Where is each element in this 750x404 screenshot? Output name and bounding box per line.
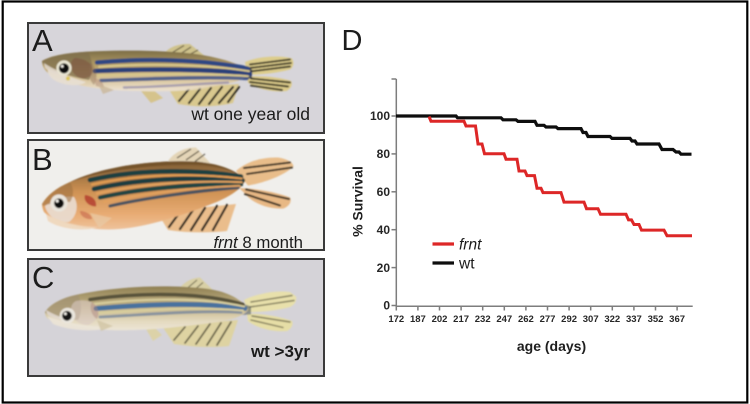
svg-text:217: 217 xyxy=(453,314,469,325)
svg-text:age (days): age (days) xyxy=(517,338,586,354)
svg-text:337: 337 xyxy=(626,314,642,325)
svg-text:352: 352 xyxy=(648,314,664,325)
svg-text:307: 307 xyxy=(583,314,599,325)
svg-text:277: 277 xyxy=(540,314,556,325)
svg-text:wt: wt xyxy=(458,256,475,273)
svg-text:wt one year old: wt one year old xyxy=(190,104,310,124)
svg-text:40: 40 xyxy=(377,223,391,237)
svg-text:C: C xyxy=(32,260,54,295)
svg-text:187: 187 xyxy=(410,314,426,325)
svg-text:20: 20 xyxy=(377,261,391,275)
svg-text:frnt 8 month: frnt 8 month xyxy=(213,233,303,252)
svg-text:wt >3yr: wt >3yr xyxy=(250,342,310,361)
svg-text:262: 262 xyxy=(518,314,534,325)
svg-text:202: 202 xyxy=(432,314,448,325)
svg-text:D: D xyxy=(342,25,363,57)
svg-text:% Survival: % Survival xyxy=(350,166,366,237)
svg-text:frnt: frnt xyxy=(459,237,482,254)
svg-text:80: 80 xyxy=(377,147,391,161)
svg-text:B: B xyxy=(32,142,53,177)
svg-text:322: 322 xyxy=(604,314,620,325)
svg-text:60: 60 xyxy=(377,185,391,199)
svg-text:A: A xyxy=(32,23,53,58)
svg-text:172: 172 xyxy=(388,314,404,325)
svg-text:232: 232 xyxy=(475,314,491,325)
svg-text:0: 0 xyxy=(383,299,390,313)
svg-text:100: 100 xyxy=(370,109,390,123)
svg-text:247: 247 xyxy=(496,314,512,325)
svg-text:292: 292 xyxy=(561,314,577,325)
svg-text:367: 367 xyxy=(669,314,685,325)
